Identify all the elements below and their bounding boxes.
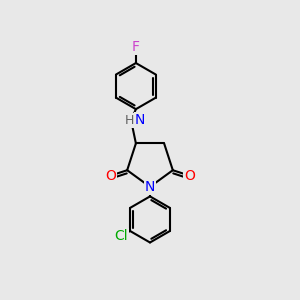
- Text: H: H: [125, 114, 134, 127]
- Text: N: N: [135, 113, 145, 127]
- Text: Cl: Cl: [115, 229, 128, 243]
- Text: O: O: [184, 169, 195, 183]
- Text: O: O: [105, 169, 116, 183]
- Text: N: N: [145, 180, 155, 194]
- Text: F: F: [132, 40, 140, 54]
